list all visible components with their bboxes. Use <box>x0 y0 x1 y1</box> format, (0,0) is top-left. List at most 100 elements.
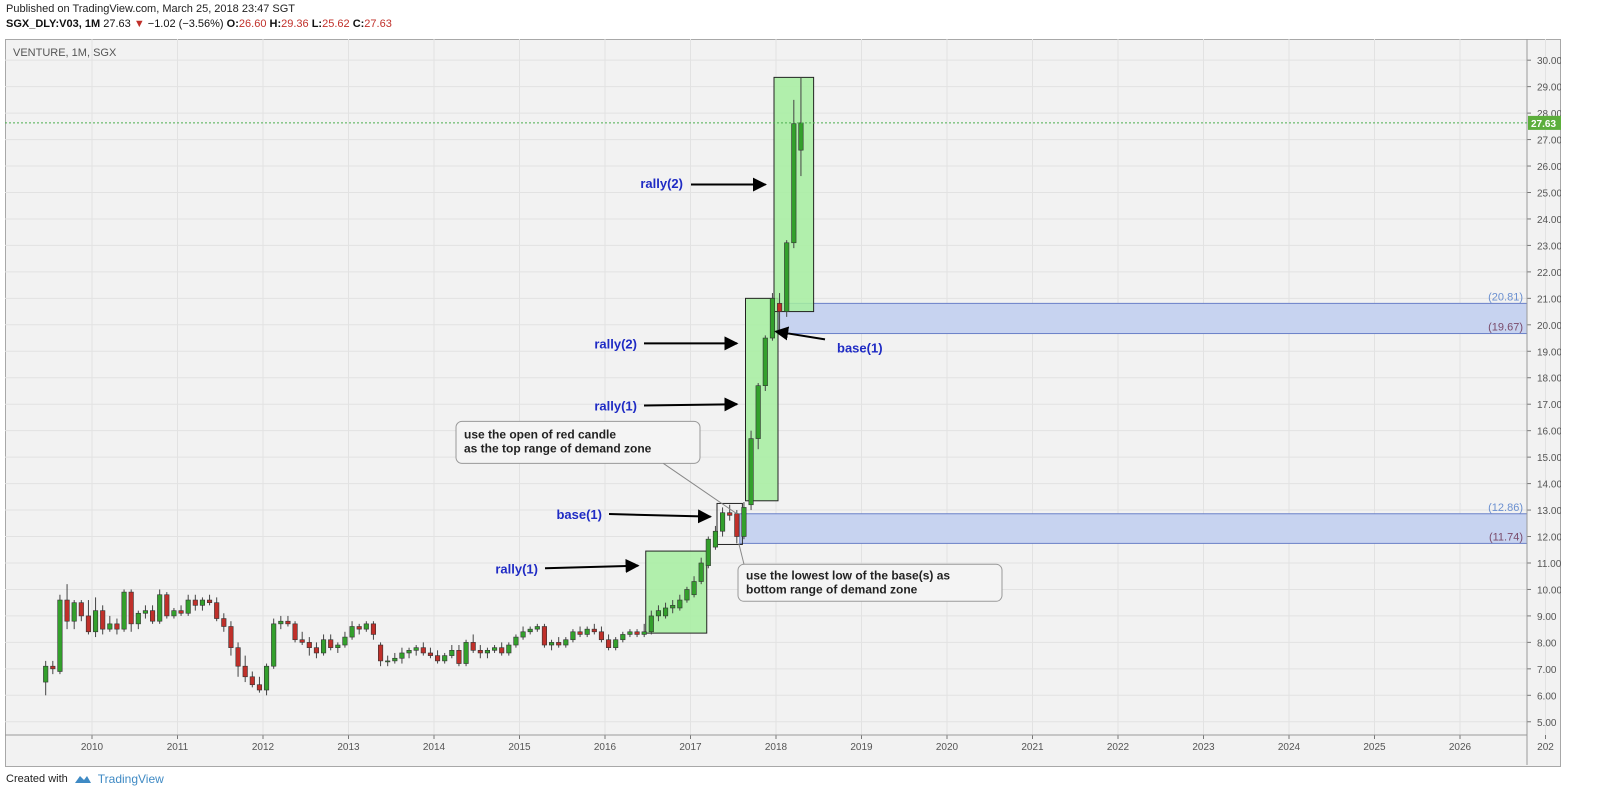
candle <box>64 584 70 630</box>
candles <box>43 77 804 696</box>
high-value: 29.36 <box>281 18 309 30</box>
candle <box>207 594 213 606</box>
candle-body <box>520 631 526 638</box>
zone-bottom-label: (19.67) <box>1488 322 1523 334</box>
candle-body <box>399 652 405 659</box>
candle-body <box>285 620 291 625</box>
candle <box>442 652 448 664</box>
candle-body <box>299 639 305 643</box>
candle-body <box>107 623 113 630</box>
rally2-mid-label: rally(2) <box>594 336 637 351</box>
candle-body <box>192 599 198 606</box>
x-tick-label: 2017 <box>679 742 702 753</box>
candle <box>342 631 348 648</box>
candle-body <box>769 298 775 339</box>
candle-body <box>271 623 277 667</box>
last-price-tag <box>1528 115 1561 130</box>
y-tick-label: 10.00 <box>1537 585 1561 596</box>
candle-body <box>648 615 654 633</box>
candle-body <box>342 636 348 646</box>
chart-title: VENTURE, 1M, SGX <box>13 47 117 59</box>
x-tick-label: 2012 <box>252 742 275 753</box>
candle <box>292 621 298 643</box>
rally1-low-arrow <box>544 558 640 573</box>
candle-body <box>470 642 476 651</box>
candle-body <box>784 242 790 312</box>
candle <box>285 615 291 627</box>
candle-body <box>705 538 711 566</box>
candle-body <box>755 385 761 439</box>
candle <box>791 99 797 249</box>
candle <box>584 626 590 638</box>
candle-body <box>135 612 141 625</box>
rally1-mid-label: rally(1) <box>594 399 637 414</box>
candle-body <box>114 623 120 630</box>
candle-body <box>43 665 49 683</box>
y-tick-label: 9.00 <box>1537 612 1557 623</box>
candle <box>677 594 683 611</box>
x-tick-label: 2023 <box>1192 742 1215 753</box>
candle-body <box>492 647 498 651</box>
candle-body <box>549 642 555 646</box>
candle-body <box>449 650 455 656</box>
candle <box>449 645 455 659</box>
candle <box>313 642 319 659</box>
candle <box>727 504 733 521</box>
candle-body <box>264 665 270 691</box>
candle <box>385 655 391 667</box>
created-with-label: Created with <box>6 773 68 785</box>
candle-body <box>613 639 619 648</box>
candle-body <box>456 650 462 664</box>
y-tick-label: 22.00 <box>1537 268 1561 279</box>
candle <box>142 605 148 619</box>
candle-body <box>748 438 754 506</box>
candle-body <box>185 599 191 614</box>
candle-body <box>235 647 241 667</box>
candle-body <box>499 647 505 654</box>
candle <box>328 634 334 651</box>
candle <box>249 671 255 688</box>
candle-body <box>71 602 77 622</box>
candle-body <box>420 647 426 654</box>
open-label: O: <box>226 18 239 30</box>
candle <box>299 631 305 646</box>
candle-body <box>641 631 647 635</box>
candle <box>128 589 134 632</box>
candle-body <box>214 602 220 619</box>
note-open-line1: use the open of red candle <box>464 427 616 441</box>
tradingview-brand[interactable]: TradingView <box>97 772 164 786</box>
candle-body <box>435 655 441 662</box>
down-arrow-icon: ▼ <box>133 18 145 30</box>
candle-body <box>606 639 612 648</box>
candle-body <box>378 644 384 662</box>
candle <box>271 618 277 669</box>
candle <box>57 594 63 675</box>
base1-top-label: base(1) <box>837 341 883 356</box>
candle <box>427 647 433 659</box>
y-tick-label: 19.00 <box>1537 347 1561 358</box>
candle-body <box>463 642 469 664</box>
candle-body <box>598 631 604 641</box>
price-chart[interactable]: (20.81) (19.67) (12.86) (11.74) rally(1) bas… <box>5 39 1561 767</box>
candle <box>178 605 184 616</box>
candle-body <box>762 337 768 386</box>
candle <box>627 629 633 638</box>
candle-body <box>684 589 690 601</box>
rally2-top-label: rally(2) <box>640 176 683 191</box>
candle-body <box>663 607 669 617</box>
candle <box>549 639 555 651</box>
candle-body <box>777 303 783 312</box>
candle <box>256 676 262 693</box>
candle-body <box>427 652 433 656</box>
candle-body <box>413 647 419 651</box>
candle-body <box>655 610 661 617</box>
y-tick-label: 7.00 <box>1537 665 1557 676</box>
candle-body <box>527 628 533 633</box>
candle <box>185 594 191 616</box>
candle-body <box>85 615 91 633</box>
candle <box>755 383 761 450</box>
candle <box>762 335 768 391</box>
candle-body <box>570 631 576 641</box>
candle <box>477 645 483 659</box>
axes: 5.00 6.00 7.00 8.00 9.00 10.00 11.00 12.00 13.00… <box>5 39 1561 765</box>
